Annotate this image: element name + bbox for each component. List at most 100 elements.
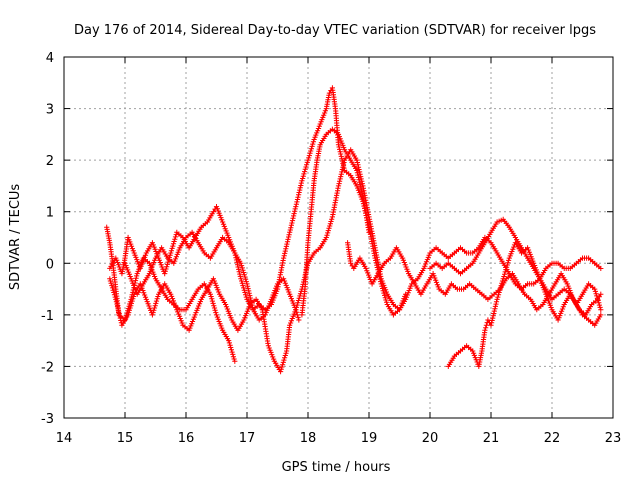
data-point bbox=[288, 296, 294, 302]
data-point bbox=[292, 206, 298, 212]
data-point bbox=[483, 322, 489, 328]
grid bbox=[64, 57, 613, 418]
data-point bbox=[339, 169, 345, 175]
data-point bbox=[358, 186, 364, 192]
data-point bbox=[306, 153, 312, 159]
data-point bbox=[243, 292, 249, 298]
data-point bbox=[366, 229, 372, 235]
data-point bbox=[173, 254, 179, 260]
data-point bbox=[213, 310, 219, 316]
data-point bbox=[241, 285, 247, 291]
data-point bbox=[246, 290, 252, 296]
y-tick-label: -3 bbox=[41, 412, 54, 427]
data-point bbox=[262, 312, 268, 318]
data-point bbox=[177, 315, 183, 322]
data-point bbox=[113, 296, 119, 302]
data-point bbox=[244, 281, 250, 287]
data-point bbox=[111, 292, 118, 298]
series-track-e bbox=[299, 126, 372, 318]
data-point bbox=[308, 148, 314, 154]
data-point bbox=[592, 288, 598, 294]
data-point bbox=[598, 291, 604, 297]
data-point bbox=[288, 318, 294, 324]
data-point bbox=[209, 298, 215, 304]
data-point bbox=[232, 358, 238, 364]
data-point bbox=[239, 263, 245, 269]
data-point bbox=[130, 296, 136, 302]
x-axis-label: GPS time / hours bbox=[282, 460, 391, 475]
data-point bbox=[297, 185, 303, 191]
data-point bbox=[298, 180, 304, 186]
data-point bbox=[355, 172, 361, 178]
data-point bbox=[235, 264, 241, 270]
data-point bbox=[108, 280, 114, 286]
data-point bbox=[281, 255, 287, 261]
data-point bbox=[211, 303, 217, 309]
data-point bbox=[324, 232, 330, 238]
data-point bbox=[301, 171, 307, 177]
data-point bbox=[126, 307, 132, 313]
data-point bbox=[306, 155, 312, 161]
data-point bbox=[153, 298, 160, 304]
data-point bbox=[288, 225, 294, 231]
data-point bbox=[168, 250, 174, 256]
data-point bbox=[236, 269, 242, 275]
data-point bbox=[381, 290, 387, 296]
data-point bbox=[483, 325, 489, 331]
y-tick-label: 3 bbox=[46, 103, 54, 118]
data-point bbox=[495, 292, 502, 298]
x-tick-label: 15 bbox=[117, 431, 134, 446]
data-point bbox=[112, 294, 118, 300]
axis-ticks bbox=[63, 56, 614, 419]
data-point bbox=[163, 266, 169, 272]
data-point bbox=[282, 352, 288, 359]
data-point bbox=[245, 286, 251, 292]
data-point bbox=[502, 271, 508, 277]
data-point bbox=[500, 276, 506, 282]
data-point bbox=[283, 246, 289, 252]
data-point bbox=[505, 260, 511, 266]
data-point bbox=[271, 290, 277, 296]
x-tick-label: 17 bbox=[239, 431, 256, 446]
data-point bbox=[307, 150, 313, 156]
data-point bbox=[295, 300, 301, 306]
data-point bbox=[278, 366, 284, 372]
data-point bbox=[497, 287, 503, 293]
data-point bbox=[363, 265, 369, 271]
data-point bbox=[226, 338, 232, 344]
x-tick-label: 14 bbox=[56, 431, 73, 446]
x-tick-label: 22 bbox=[544, 431, 561, 446]
data-point bbox=[151, 305, 158, 311]
data-point bbox=[279, 364, 285, 370]
data-point bbox=[355, 187, 362, 193]
data-point bbox=[354, 167, 360, 174]
y-tick-label: 0 bbox=[46, 257, 54, 272]
series-line bbox=[301, 128, 370, 315]
data-point bbox=[226, 340, 232, 346]
series-track-f bbox=[345, 240, 604, 318]
data-point bbox=[337, 178, 343, 184]
data-point bbox=[295, 194, 301, 200]
data-point bbox=[228, 347, 234, 353]
data-point bbox=[401, 259, 407, 266]
chart-title: Day 176 of 2014, Sidereal Day-to-day VTE… bbox=[74, 23, 596, 38]
data-point bbox=[167, 252, 173, 258]
x-tick-label: 21 bbox=[483, 431, 500, 446]
data-point bbox=[304, 162, 310, 168]
data-point bbox=[497, 285, 504, 291]
data-point bbox=[295, 314, 301, 320]
data-point bbox=[117, 313, 123, 319]
data-point bbox=[506, 257, 512, 263]
data-point bbox=[149, 312, 155, 318]
data-point bbox=[162, 268, 168, 274]
data-point bbox=[491, 308, 497, 314]
data-point bbox=[170, 243, 176, 249]
data-point bbox=[335, 142, 342, 148]
data-point bbox=[110, 287, 116, 293]
data-point bbox=[170, 241, 177, 247]
data-point bbox=[248, 300, 254, 306]
data-point bbox=[302, 166, 308, 172]
data-point bbox=[249, 304, 256, 310]
data-point bbox=[488, 322, 494, 328]
data-point bbox=[504, 262, 510, 268]
